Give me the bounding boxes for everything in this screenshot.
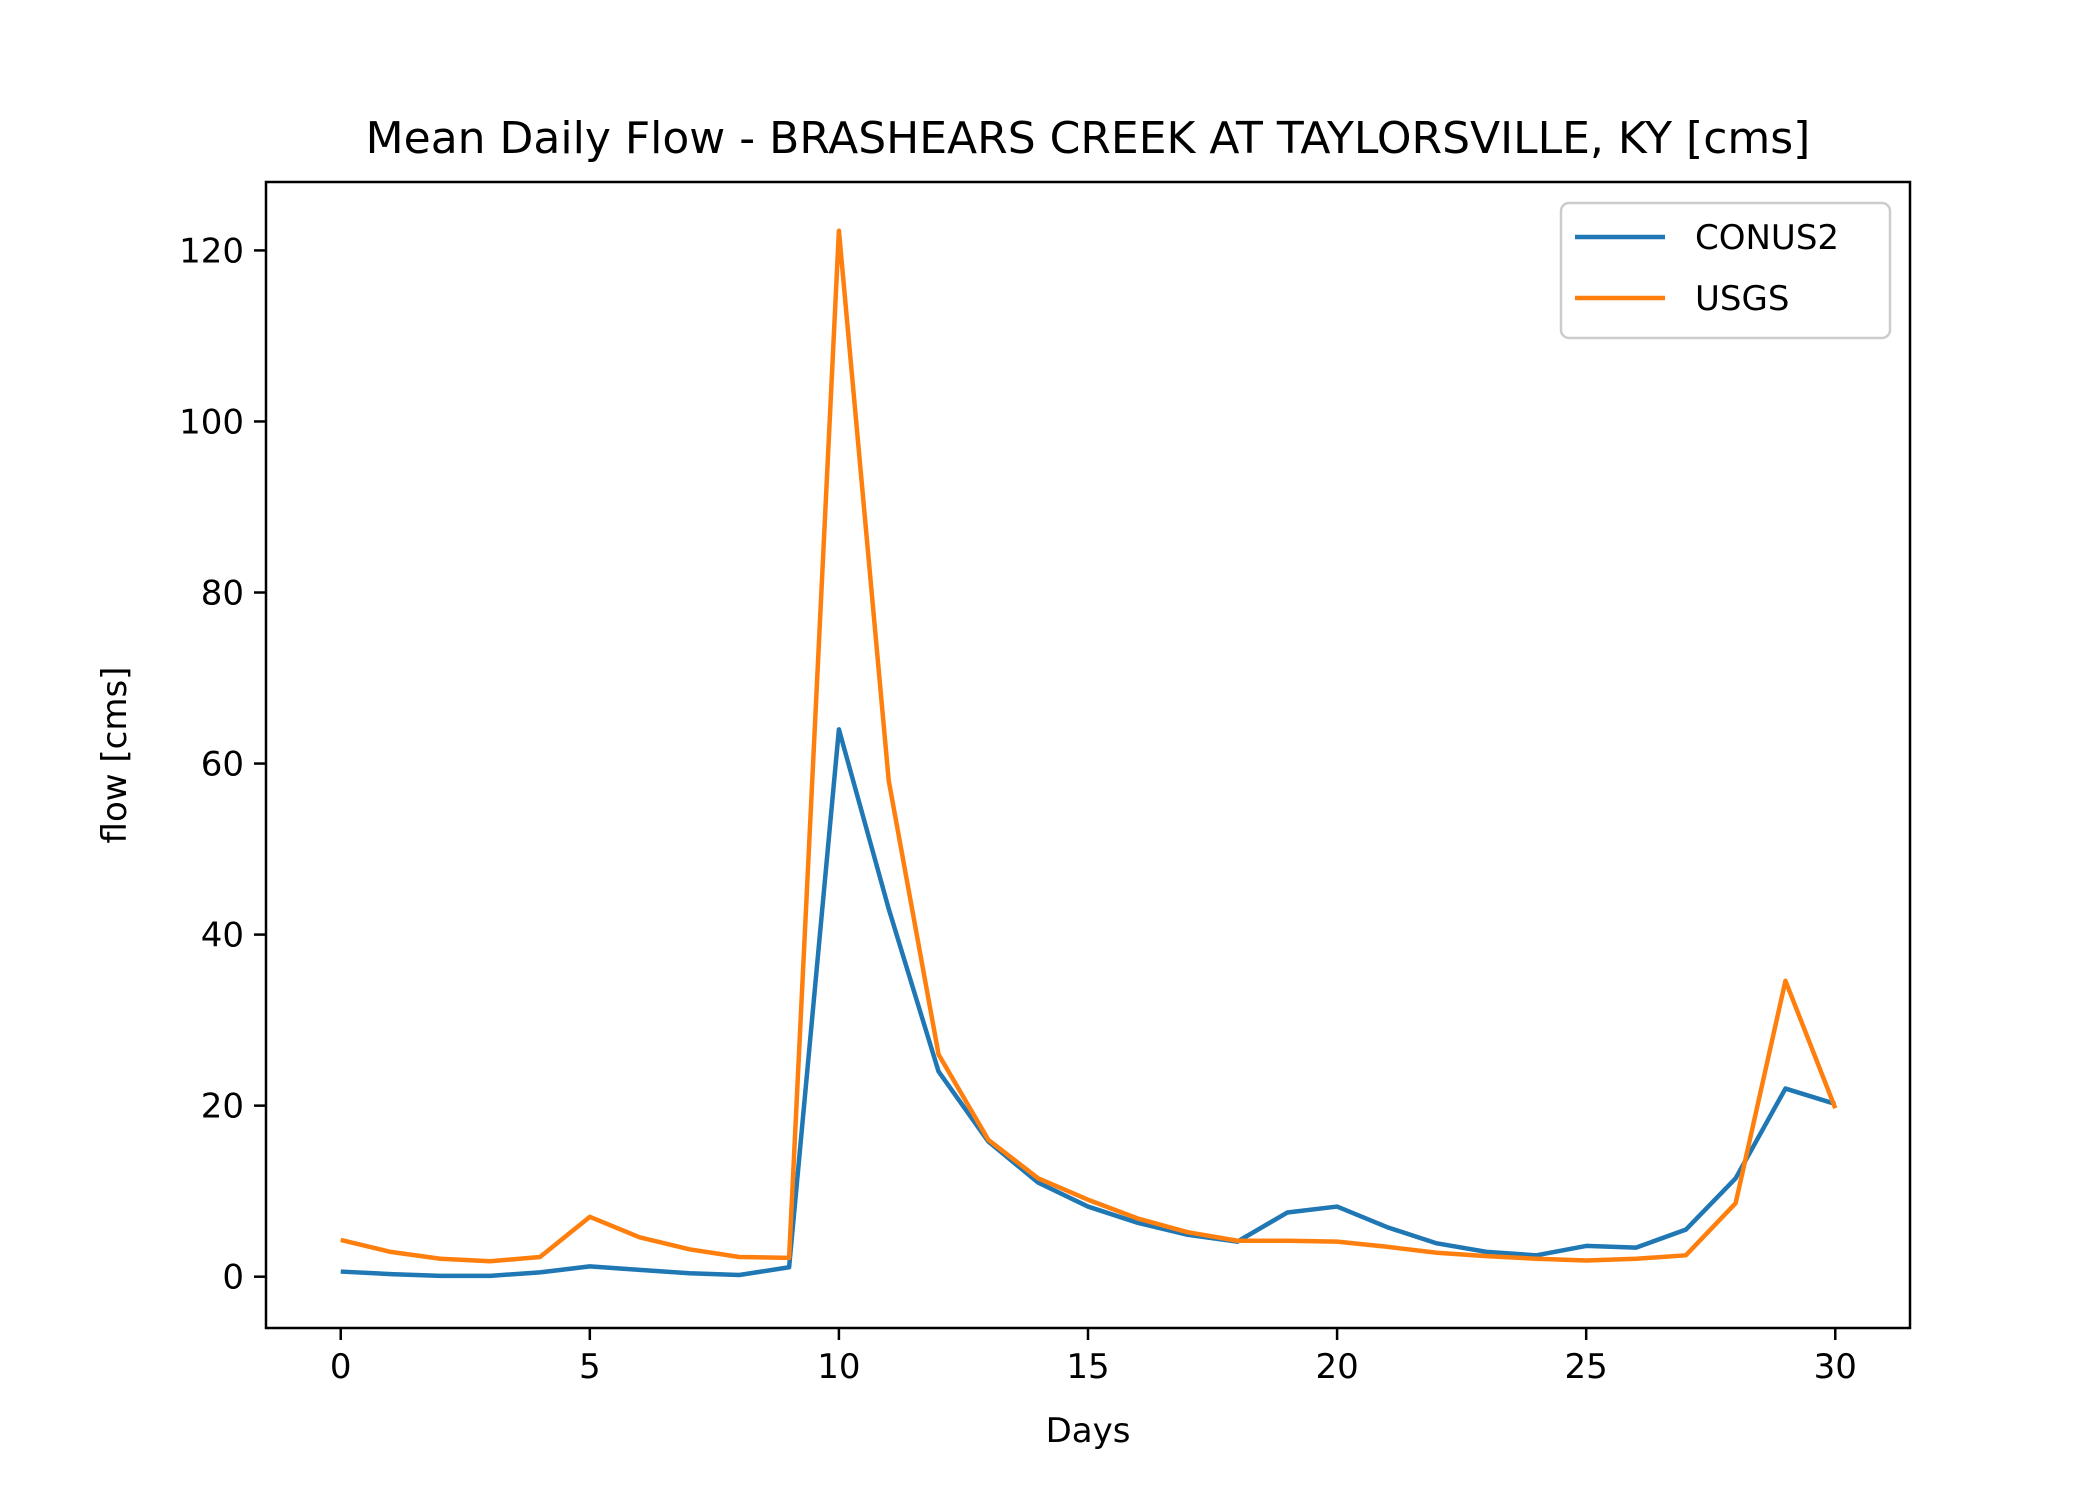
series-line-usgs bbox=[340, 228, 1838, 1264]
y-tick-label: 120 bbox=[179, 231, 244, 271]
y-tick-label: 80 bbox=[201, 574, 244, 614]
x-axis-ticks: 0 5 10 15 20 25 30 bbox=[330, 1328, 1857, 1387]
y-axis-label: flow [cms] bbox=[95, 667, 135, 844]
legend-label-usgs: USGS bbox=[1695, 279, 1789, 319]
y-tick-label: 40 bbox=[201, 916, 244, 956]
y-tick-label: 20 bbox=[201, 1087, 244, 1127]
x-tick-label: 10 bbox=[817, 1347, 860, 1387]
plot-lines bbox=[340, 228, 1838, 1279]
x-tick-label: 0 bbox=[330, 1347, 352, 1387]
y-tick-label: 100 bbox=[179, 402, 244, 442]
x-tick-label: 5 bbox=[579, 1347, 601, 1387]
legend: CONUS2 USGS bbox=[1559, 201, 1892, 340]
y-tick-label: 60 bbox=[201, 745, 244, 785]
y-tick-label: 0 bbox=[222, 1258, 244, 1298]
chart-title: Mean Daily Flow - BRASHEARS CREEK AT TAY… bbox=[366, 113, 1811, 164]
legend-label-conus2: CONUS2 bbox=[1695, 218, 1839, 258]
x-tick-label: 15 bbox=[1066, 1347, 1109, 1387]
y-axis-ticks: 0 20 40 60 80 100 120 bbox=[179, 231, 266, 1298]
x-tick-label: 30 bbox=[1814, 1347, 1857, 1387]
x-tick-label: 25 bbox=[1565, 1347, 1608, 1387]
x-axis-label: Days bbox=[1046, 1411, 1131, 1451]
x-tick-label: 20 bbox=[1315, 1347, 1358, 1387]
series-line-conus2 bbox=[340, 727, 1836, 1279]
